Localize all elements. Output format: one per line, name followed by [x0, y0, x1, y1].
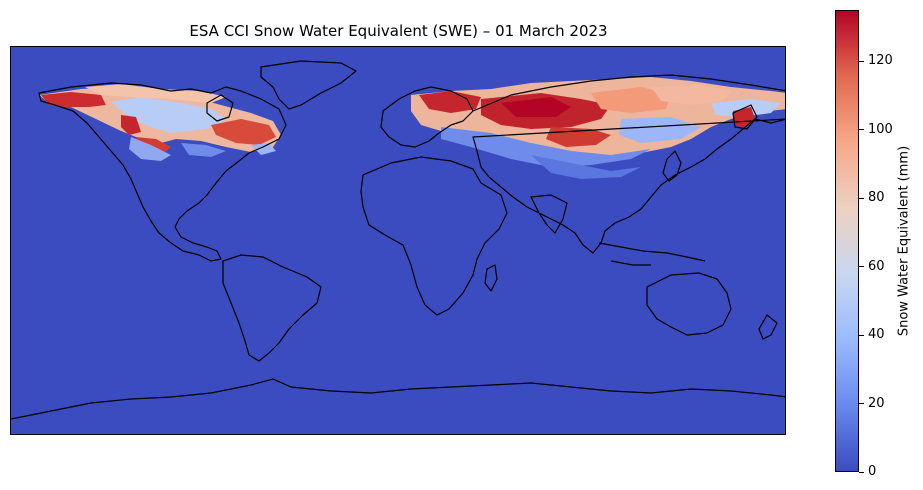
indonesia-coastline [598, 242, 706, 266]
south-america-coastline [222, 254, 322, 362]
greenland-coastline [260, 60, 357, 110]
colorbar-tick-label: 60 [868, 258, 885, 274]
colorbar-tick-label: 0 [868, 464, 877, 479]
colorbar-tick-label: 20 [868, 395, 885, 411]
india-coastline [530, 194, 568, 234]
colorbar-tick-label: 100 [868, 121, 893, 137]
japan-coastline [662, 150, 682, 182]
map-plot-area[interactable] [10, 46, 786, 435]
north-america-coastline [38, 82, 287, 262]
swe-north-america [39, 84, 281, 161]
colorbar-tick-mark [859, 266, 864, 268]
colorbar-tick-mark [859, 471, 864, 473]
swe-field [39, 77, 785, 179]
australia-coastline [646, 272, 732, 336]
europe-coastline [380, 86, 474, 148]
colorbar-tick-label: 120 [868, 53, 893, 69]
kamchatka-coastline [732, 104, 758, 130]
antarctica-coastline [11, 378, 785, 420]
madagascar-coastline [484, 264, 498, 292]
colorbar-tick-mark [859, 60, 864, 62]
colorbar-label: Snow Water Equivalent (mm) [896, 145, 912, 337]
africa-coastline [360, 156, 508, 316]
colorbar [835, 10, 859, 472]
asia-coastline [472, 74, 785, 254]
colorbar-tick-label: 40 [868, 327, 885, 343]
new-zealand-coastline [758, 314, 778, 340]
hudson-bay-coastline [206, 94, 234, 122]
colorbar-tick-mark [859, 403, 864, 405]
colorbar-tick-mark [859, 334, 864, 336]
snow-water-map [11, 47, 785, 434]
colorbar-tick-mark [859, 197, 864, 199]
map-title: ESA CCI Snow Water Equivalent (SWE) – 01… [189, 22, 608, 40]
colorbar-tick-mark [859, 129, 864, 131]
coastlines [11, 60, 785, 420]
colorbar-tick-label: 80 [868, 190, 885, 206]
